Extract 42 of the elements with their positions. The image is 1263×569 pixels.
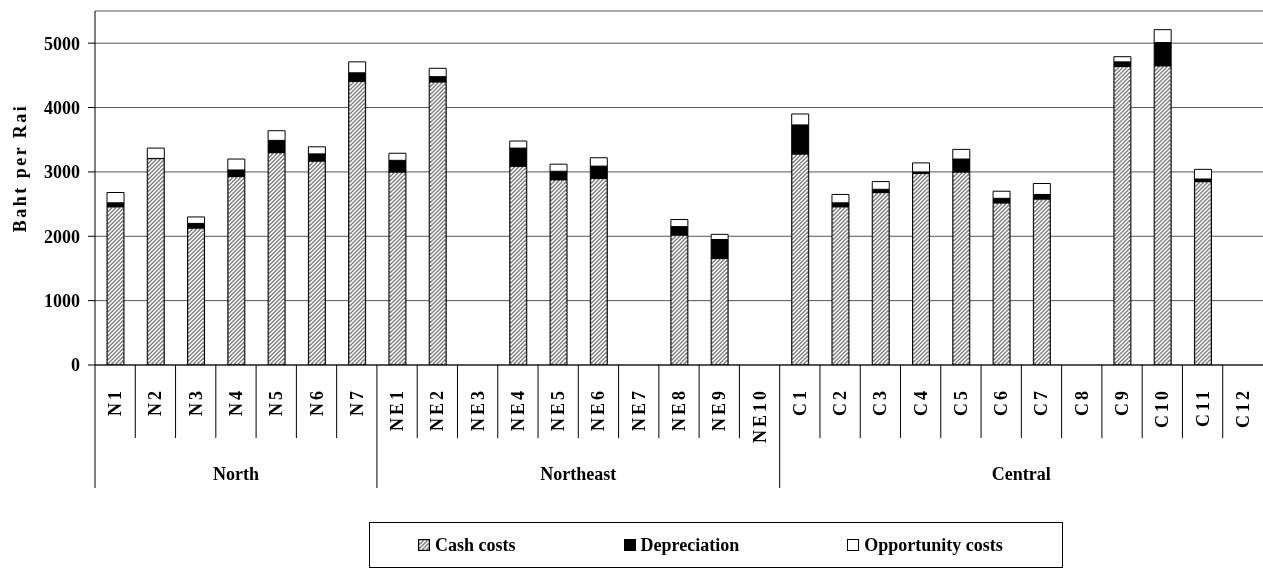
legend-label: Opportunity costs xyxy=(864,534,1003,556)
x-tick-label: C9 xyxy=(1112,388,1133,416)
x-tick-label: C2 xyxy=(830,388,851,416)
x-tick-label: C6 xyxy=(991,388,1012,416)
text: Northeast xyxy=(539,463,618,485)
x-tick-label: C12 xyxy=(1232,388,1253,428)
x-tick-label: NE8 xyxy=(669,388,689,432)
x-tick-label: NE6 xyxy=(588,388,609,432)
legend-label: Cash costs xyxy=(435,534,516,556)
x-tick-label: C7 xyxy=(1031,388,1052,416)
x-tick-label: C11 xyxy=(1192,388,1213,428)
x-tick-label: NE1 xyxy=(387,388,408,432)
y-tick-label: 2000 xyxy=(44,226,80,247)
x-tick-label: NE7 xyxy=(628,388,649,432)
legend-label: Depreciation xyxy=(640,534,740,556)
x-tick-label: N5 xyxy=(266,388,287,416)
x-tick-label: C3 xyxy=(870,388,891,416)
x-tick-label: C5 xyxy=(950,388,971,416)
y-tick-label: 1000 xyxy=(44,291,80,312)
x-tick-label: C8 xyxy=(1071,388,1092,416)
x-tick-label: N1 xyxy=(105,388,126,416)
x-tick-label: N3 xyxy=(185,388,206,416)
y-tick-label: 0 xyxy=(71,355,80,376)
y-tick-label: 3000 xyxy=(44,162,80,183)
x-tick-label: C10 xyxy=(1152,388,1173,428)
x-tick-label: NE10 xyxy=(749,388,770,444)
y-axis-title: Baht per Rai xyxy=(10,103,30,233)
x-tick-label: N7 xyxy=(346,388,367,416)
x-tick-label: N6 xyxy=(306,388,327,416)
x-tick-label: C1 xyxy=(789,388,810,416)
text: North xyxy=(211,463,260,485)
x-tick-label: NE9 xyxy=(709,388,730,432)
x-tick-label: C4 xyxy=(910,388,931,416)
x-tick-label: NE4 xyxy=(507,388,528,432)
x-tick-label: NE3 xyxy=(467,388,488,432)
x-tick-label: N4 xyxy=(225,388,246,416)
text: Central xyxy=(990,463,1052,485)
x-tick-label: N2 xyxy=(145,388,166,416)
x-tick-label: NE2 xyxy=(427,388,448,432)
x-tick-label: NE5 xyxy=(548,388,569,432)
y-tick-label: 4000 xyxy=(44,97,80,118)
y-tick-label: 5000 xyxy=(44,33,80,54)
